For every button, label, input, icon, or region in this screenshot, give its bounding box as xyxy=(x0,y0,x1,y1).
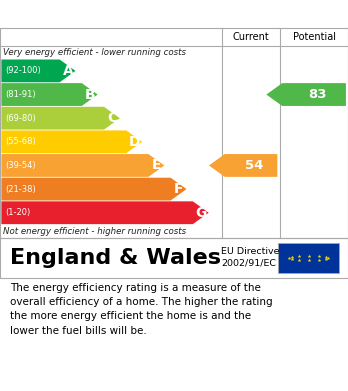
Polygon shape xyxy=(1,154,164,177)
Polygon shape xyxy=(1,59,76,82)
Text: D: D xyxy=(129,135,140,149)
Polygon shape xyxy=(266,83,346,106)
Polygon shape xyxy=(1,178,187,201)
Text: (21-38): (21-38) xyxy=(6,185,36,194)
Text: A: A xyxy=(62,64,73,78)
Text: The energy efficiency rating is a measure of the
overall efficiency of a home. T: The energy efficiency rating is a measur… xyxy=(10,283,273,336)
Text: Current: Current xyxy=(233,32,269,42)
Text: EU Directive
2002/91/EC: EU Directive 2002/91/EC xyxy=(221,247,279,267)
Text: G: G xyxy=(195,206,207,220)
Text: (92-100): (92-100) xyxy=(6,66,41,75)
Polygon shape xyxy=(209,154,277,177)
Text: Potential: Potential xyxy=(293,32,335,42)
Text: (81-91): (81-91) xyxy=(6,90,36,99)
Text: (55-68): (55-68) xyxy=(6,137,36,146)
Text: Energy Efficiency Rating: Energy Efficiency Rating xyxy=(63,7,285,22)
Text: B: B xyxy=(85,88,95,102)
Text: (39-54): (39-54) xyxy=(6,161,36,170)
Text: 54: 54 xyxy=(245,159,264,172)
Polygon shape xyxy=(1,83,98,106)
Text: E: E xyxy=(152,158,161,172)
Text: Not energy efficient - higher running costs: Not energy efficient - higher running co… xyxy=(3,227,187,236)
Text: C: C xyxy=(107,111,117,125)
Bar xyxy=(278,243,339,273)
Text: (1-20): (1-20) xyxy=(6,208,31,217)
Text: 83: 83 xyxy=(308,88,327,101)
Polygon shape xyxy=(1,107,120,129)
Text: F: F xyxy=(174,182,184,196)
Polygon shape xyxy=(1,131,142,153)
Polygon shape xyxy=(1,201,209,224)
Text: Very energy efficient - lower running costs: Very energy efficient - lower running co… xyxy=(3,48,187,57)
Text: (69-80): (69-80) xyxy=(6,114,36,123)
Text: England & Wales: England & Wales xyxy=(10,248,221,268)
